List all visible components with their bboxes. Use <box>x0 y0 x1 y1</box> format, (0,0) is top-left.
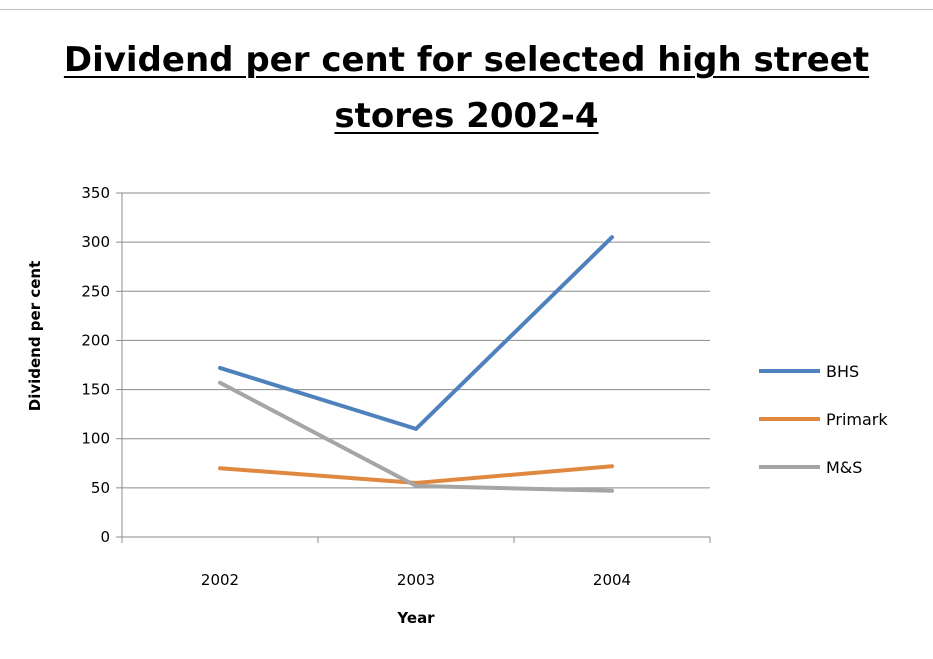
x-axis-title: Year <box>396 609 435 627</box>
y-tick-label: 150 <box>81 381 110 399</box>
axes <box>121 193 711 543</box>
y-tick-label: 300 <box>81 233 110 251</box>
legend-label: M&S <box>826 458 862 477</box>
y-tick-label: 200 <box>81 331 110 349</box>
legend-label: BHS <box>826 362 859 381</box>
x-tick-label: 2003 <box>397 571 435 589</box>
gridlines <box>116 192 710 538</box>
series-line-bhs <box>218 235 614 431</box>
y-tick-label: 100 <box>81 430 110 448</box>
chart-title-line-2: stores 2002-4 <box>334 96 599 136</box>
y-tick-label: 50 <box>91 479 110 497</box>
y-tick-label: 250 <box>81 282 110 300</box>
x-tick-label: 2002 <box>201 571 239 589</box>
x-tick-label: 2004 <box>593 571 631 589</box>
chart-title-line-1: Dividend per cent for selected high stre… <box>63 40 870 80</box>
series-lines <box>218 235 614 493</box>
y-tick-label: 350 <box>81 184 110 202</box>
x-tick-labels: 2002 2003 2004 <box>201 571 631 589</box>
y-tick-labels: 0 50 100 150 200 250 300 350 <box>81 184 110 546</box>
legend: BHS Primark M&S <box>759 362 888 477</box>
legend-label: Primark <box>826 410 888 429</box>
series-line-m-s <box>218 380 614 493</box>
series-line-primark <box>218 464 614 485</box>
chart-title: Dividend per cent for selected high stre… <box>0 32 933 144</box>
y-tick-label: 0 <box>100 528 110 546</box>
top-border <box>0 9 933 10</box>
y-axis-title: Dividend per cent <box>26 261 44 412</box>
